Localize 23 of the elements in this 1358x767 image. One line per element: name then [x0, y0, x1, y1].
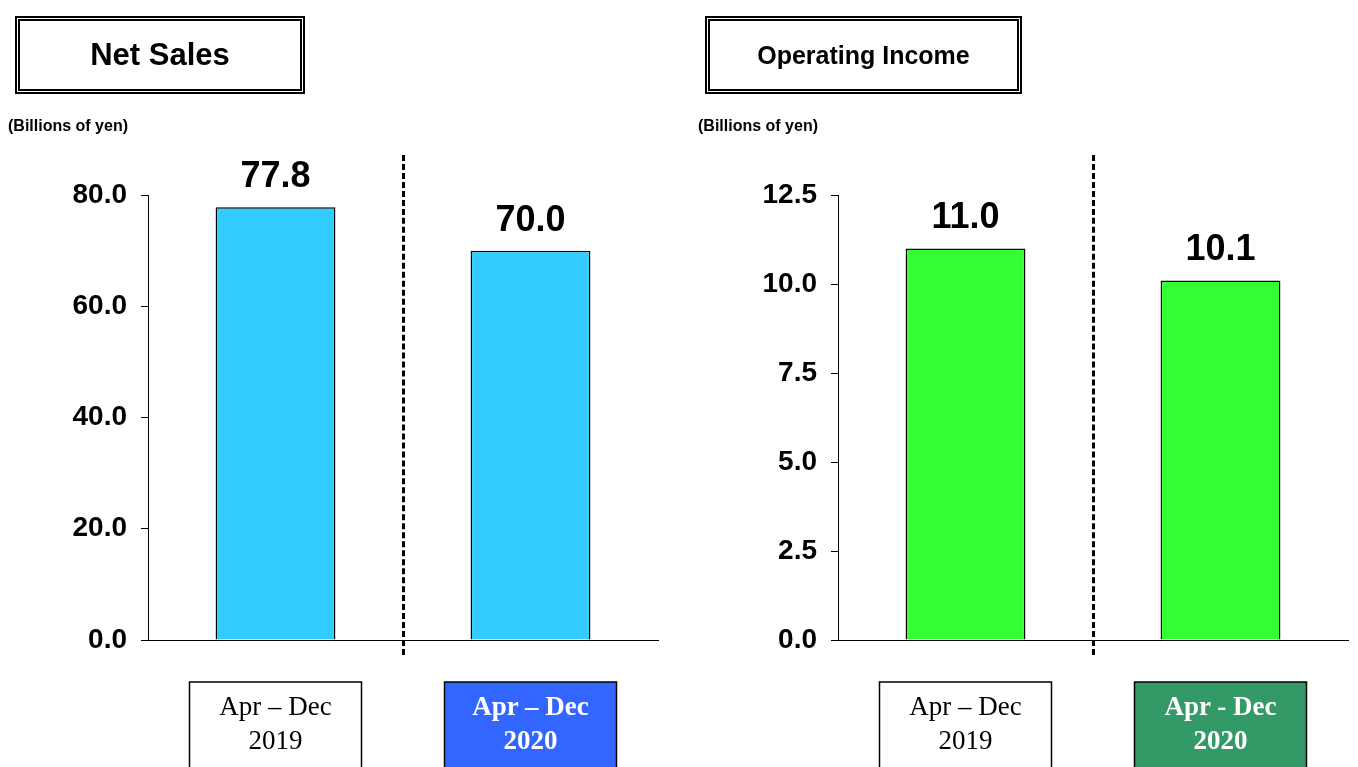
y-tick-label: 0.0: [88, 622, 127, 654]
data-label: 11.0: [931, 195, 1000, 237]
y-tick-label: 2.5: [778, 533, 817, 565]
x-tick-label: Apr – Dec 2020: [472, 690, 589, 755]
data-label: 70.0: [495, 197, 566, 239]
chart-title: Net Sales: [15, 16, 305, 94]
y-tick-label: 10.0: [762, 266, 817, 298]
chart-title: Operating Income: [705, 16, 1022, 94]
y-tick-label: 0.0: [778, 622, 817, 654]
x-tick-label: Apr – Dec 2019: [219, 691, 332, 756]
y-axis-title: (Billions of yen): [698, 117, 818, 135]
y-tick-label: 7.5: [778, 355, 817, 387]
data-label: 10.1: [1185, 227, 1256, 269]
x-tick-label: Apr – Dec 2019: [909, 691, 1022, 756]
x-tick-label: Apr - Dec 2020: [1164, 690, 1277, 755]
y-tick-label: 80.0: [72, 177, 127, 209]
y-tick-label: 12.5: [762, 177, 817, 209]
y-tick-label: 60.0: [72, 288, 127, 320]
y-axis-title: (Billions of yen): [8, 117, 128, 135]
y-tick-label: 40.0: [72, 400, 127, 432]
y-tick-label: 20.0: [72, 511, 127, 543]
data-label: 77.8: [240, 154, 311, 196]
y-tick-label: 5.0: [778, 444, 817, 476]
